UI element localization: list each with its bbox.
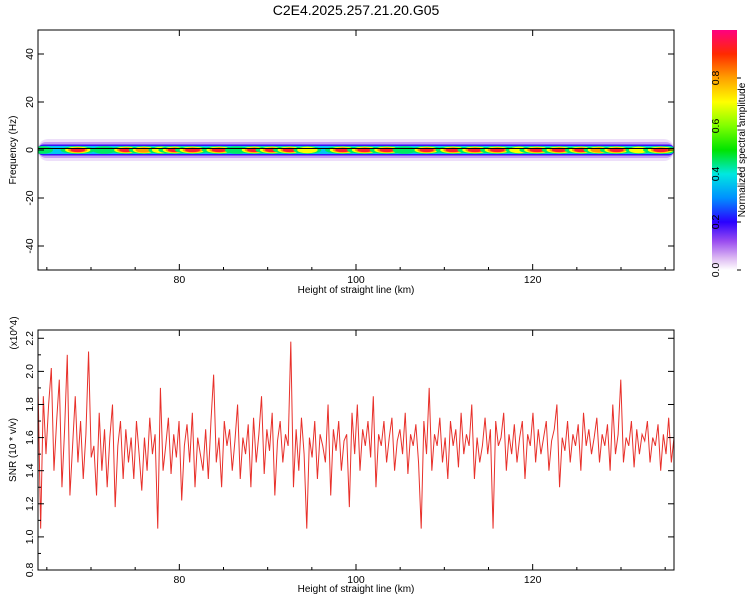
snr-y-axis-label: SNR (10 * v/v): [8, 418, 19, 482]
spectrogram-y-ticks: -40 -20 0 20 40: [24, 48, 674, 254]
figure-title: C2E4.2025.257.21.20.G05: [273, 2, 440, 18]
spectrogram-y-tick-label: -20: [24, 190, 36, 205]
colorbar-tick-label: 0.8: [710, 71, 722, 86]
snr-y-tick-label: 0.8: [24, 563, 36, 578]
snr-plot-area: [38, 341, 674, 529]
spectrogram-y-tick-label: 40: [24, 48, 36, 60]
spectrogram-y-tick-label: 0: [24, 147, 36, 153]
colorbar-ticks: 0.0 0.2 0.4 0.6 0.8: [710, 71, 741, 278]
colorbar-tick-label: 0.4: [710, 167, 722, 182]
snr-panel: 80 100 120 0.8 1.0 1.2 1.4 1.6 1.8 2.0 2.2 Height…: [8, 316, 675, 595]
spectrogram-panel: 80 100 120 -40 -20 0 20 40 Height of straight …: [8, 29, 675, 296]
spectrogram-y-tick-label: 20: [24, 96, 36, 108]
spectrogram-plot-area: [38, 139, 674, 161]
snr-y-tick-label: 1.8: [24, 397, 36, 412]
colorbar: 0.0 0.2 0.4 0.6 0.8 Normalized spectral ampl…: [710, 30, 748, 277]
spectrogram-y-tick-label: -40: [24, 238, 36, 253]
spectrogram-x-ticks: 80 100 120: [46, 30, 666, 286]
snr-y-tick-label: 1.4: [24, 463, 36, 478]
colorbar-tick-label: 0.2: [710, 215, 722, 230]
snr-frame: [38, 330, 674, 570]
snr-y-tick-label: 2.0: [24, 364, 36, 379]
snr-y-tick-label: 2.2: [24, 331, 36, 346]
colorbar-tick-label: 0.0: [710, 263, 722, 278]
colorbar-tick-label: 0.6: [710, 119, 722, 134]
snr-y-tick-label: 1.6: [24, 430, 36, 445]
colorbar-label: Normalized spectral amplitude: [737, 82, 748, 217]
snr-x-tick-label: 80: [173, 574, 185, 586]
spectrogram-x-tick-label: 100: [347, 274, 365, 286]
snr-series-line: [38, 341, 674, 529]
snr-y-tick-label: 1.2: [24, 496, 36, 511]
colorbar-gradient: [712, 30, 737, 270]
spectrogram-y-axis-label: Frequency (Hz): [8, 116, 19, 185]
spectrogram-x-tick-label: 120: [524, 274, 542, 286]
snr-y-multiplier: (x10^4): [9, 316, 20, 349]
snr-y-ticks: 0.8 1.0 1.2 1.4 1.6 1.8 2.0 2.2: [24, 331, 674, 577]
spectrogram-x-axis-label: Height of straight line (km): [298, 285, 415, 296]
snr-x-ticks: 80 100 120: [46, 330, 666, 586]
snr-x-axis-label: Height of straight line (km): [298, 584, 415, 595]
spectrogram-x-tick-label: 80: [173, 274, 185, 286]
spectrum-blob-yellow: [297, 146, 318, 154]
snr-x-tick-label: 100: [347, 574, 365, 586]
snr-y-tick-label: 1.0: [24, 529, 36, 544]
snr-x-tick-label: 120: [524, 574, 542, 586]
